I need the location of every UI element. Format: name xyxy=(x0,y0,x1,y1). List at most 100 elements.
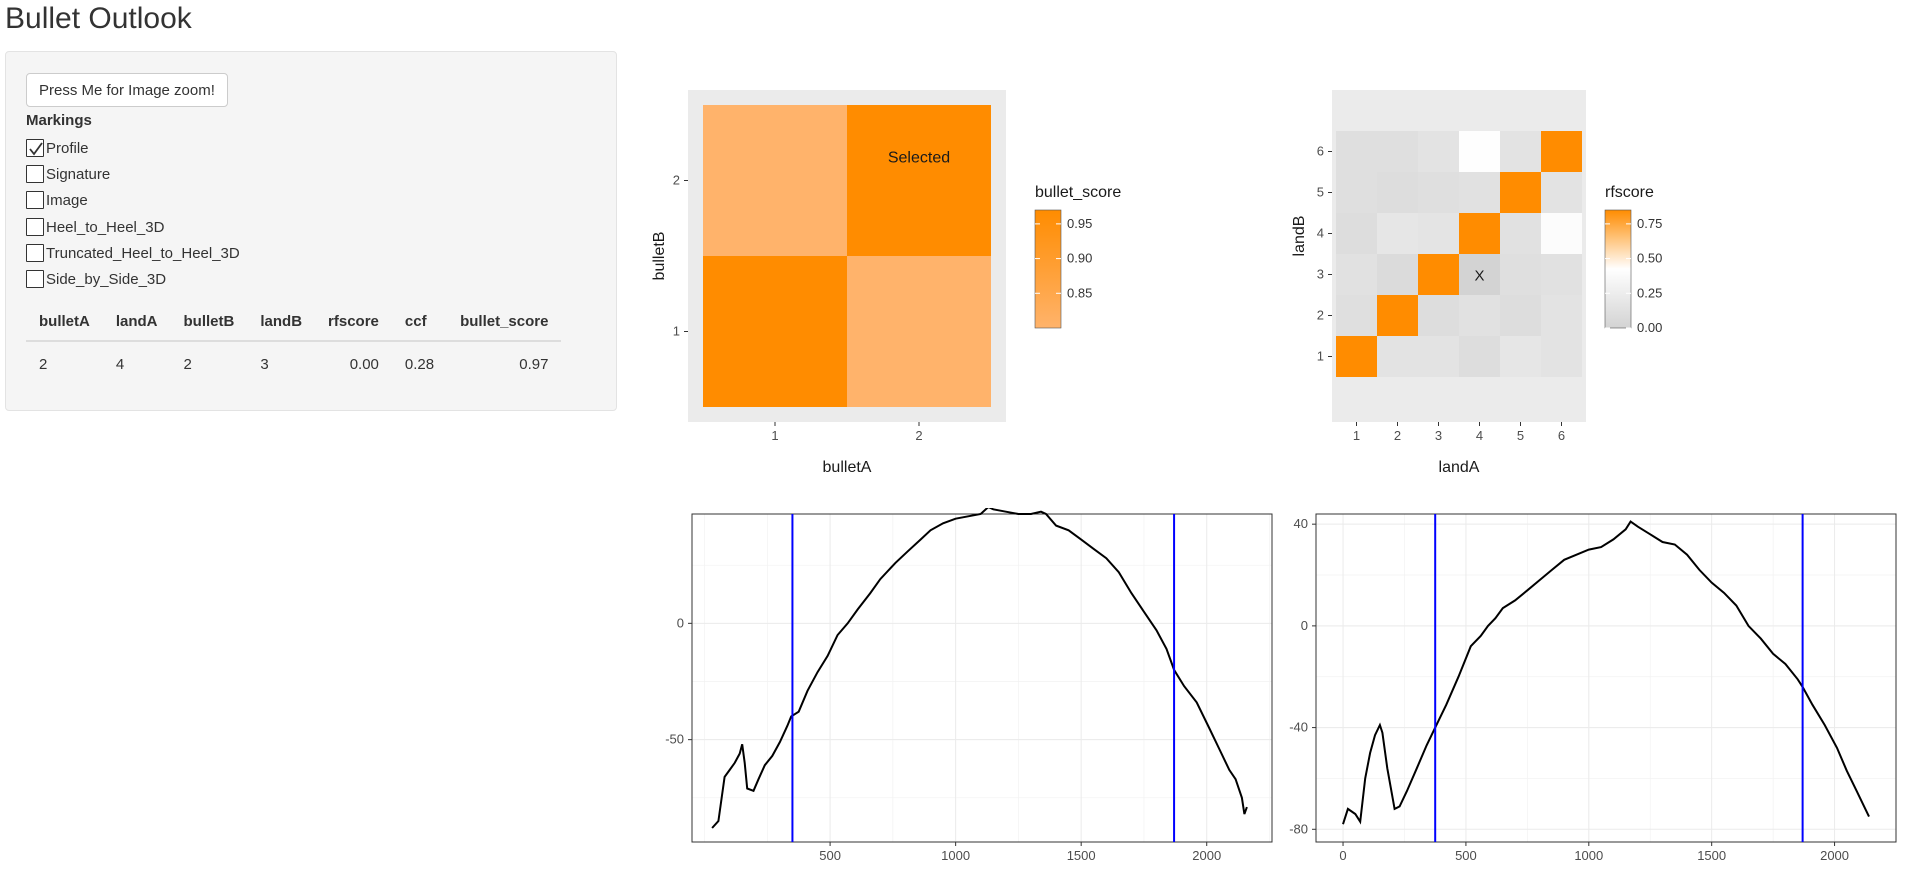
x-axis-title: landA xyxy=(1439,459,1480,476)
checkbox-label: Heel_to_Heel_3D xyxy=(46,218,165,236)
heatmap-cell xyxy=(1418,172,1459,213)
profile-plot-b[interactable]: 0 500 1000 1500 2000 40 0 -40 -80 xyxy=(1280,508,1905,870)
heatmap-cell xyxy=(1377,295,1418,336)
x-tick-label: 2000 xyxy=(1820,848,1849,863)
heatmap-cell xyxy=(1541,254,1582,295)
checkbox-label: Profile xyxy=(46,139,89,157)
heatmap-cell xyxy=(1541,295,1582,336)
table-cell: 0.28 xyxy=(404,355,435,373)
checkbox-box[interactable] xyxy=(26,191,44,209)
y-tick-label: 1 xyxy=(673,324,680,339)
checkbox-label: Truncated_Heel_to_Heel_3D xyxy=(46,244,240,262)
heatmap-cell xyxy=(1418,213,1459,254)
x-tick-label: 1000 xyxy=(941,848,970,863)
table-header-row: bulletA landA bulletB landB rfscore ccf … xyxy=(26,310,562,342)
y-tick-label: 0 xyxy=(677,615,684,630)
y-tick-label: -40 xyxy=(1289,720,1308,735)
plot-panel xyxy=(1316,514,1896,842)
heatmap-cell xyxy=(1500,336,1541,377)
image-zoom-button[interactable]: Press Me for Image zoom! xyxy=(26,73,228,107)
table-cell: 3 xyxy=(260,355,269,373)
selection-table: bulletA landA bulletB landB rfscore ccf … xyxy=(26,310,562,376)
y-tick-label: 5 xyxy=(1317,185,1324,200)
checkmark-icon xyxy=(29,142,43,156)
heatmap-cell xyxy=(1541,172,1582,213)
legend-tick-label: 0.50 xyxy=(1637,251,1662,266)
checkbox-image[interactable]: Image xyxy=(26,187,88,213)
legend-tick-label: 0.75 xyxy=(1637,216,1662,231)
heatmap-cell xyxy=(847,256,991,407)
legend-colorbar xyxy=(1034,209,1062,329)
checkbox-heel-to-heel-3d[interactable]: Heel_to_Heel_3D xyxy=(26,214,164,240)
cell-annotation: X xyxy=(1474,268,1484,285)
heatmap-cell xyxy=(1336,213,1377,254)
legend-tick-label: 0.85 xyxy=(1067,285,1092,300)
checkbox-box[interactable] xyxy=(26,270,44,288)
heatmap-cell xyxy=(1459,172,1500,213)
y-axis-title: landB xyxy=(1291,216,1308,257)
x-tick-label: 1500 xyxy=(1697,848,1726,863)
markings-label: Markings xyxy=(26,112,92,129)
heatmap-cell xyxy=(1459,254,1500,295)
y-tick-label: 2 xyxy=(673,173,680,188)
x-tick-label: 1 xyxy=(771,428,778,443)
checkbox-signature[interactable]: Signature xyxy=(26,161,110,187)
heatmap-cell xyxy=(1459,213,1500,254)
heatmap-cell xyxy=(1459,295,1500,336)
legend-title: rfscore xyxy=(1605,184,1654,201)
checkbox-label: Image xyxy=(46,191,88,209)
x-tick-label: 500 xyxy=(819,848,841,863)
heatmap-cell xyxy=(847,105,991,256)
checkbox-profile[interactable]: Profile xyxy=(26,135,89,161)
legend-tick-label: 0.25 xyxy=(1637,285,1662,300)
y-tick-label: 1 xyxy=(1317,349,1324,364)
column-header: landB xyxy=(247,310,316,342)
checkbox-side-by-side-3d[interactable]: Side_by_Side_3D xyxy=(26,266,166,292)
heatmap-cell xyxy=(1377,131,1418,172)
table-cell: 2 xyxy=(39,355,48,373)
heatmap-cell xyxy=(1500,295,1541,336)
x-tick-label: 2 xyxy=(1394,428,1401,443)
checkbox-label: Signature xyxy=(46,165,111,183)
profile-plot-a[interactable]: 500 1000 1500 2000 0 -50 xyxy=(640,508,1280,870)
checkbox-box[interactable] xyxy=(26,165,44,183)
legend-tick-label: 0.95 xyxy=(1067,216,1092,231)
heatmap-cell xyxy=(1541,336,1582,377)
checkbox-label: Side_by_Side_3D xyxy=(46,270,167,288)
heatmap-cell xyxy=(1500,254,1541,295)
x-tick-label: 5 xyxy=(1517,428,1524,443)
column-header: bullet_score xyxy=(447,310,562,342)
legend-colorbar xyxy=(1604,209,1632,329)
x-axis-title: bulletA xyxy=(823,459,872,476)
y-tick-label: 2 xyxy=(1317,308,1324,323)
checkbox-truncated-heel-to-heel-3d[interactable]: Truncated_Heel_to_Heel_3D xyxy=(26,240,240,266)
legend-tick-label: 0.90 xyxy=(1067,251,1092,266)
checkbox-box[interactable] xyxy=(26,218,44,236)
checkbox-box[interactable] xyxy=(26,139,44,157)
table-cell: 4 xyxy=(115,355,125,373)
heatmap-cell xyxy=(1459,131,1500,172)
column-header: bulletA xyxy=(26,310,103,342)
column-header: ccf xyxy=(391,310,448,342)
table-cell: 0.00 xyxy=(349,355,379,373)
bullet-score-heatmap[interactable]: 1 2 1 2 Selected bulletA bulletB bullet_score 0.… xyxy=(640,85,1160,485)
checkbox-box[interactable] xyxy=(26,244,44,262)
heatmap-cell xyxy=(1500,213,1541,254)
heatmap-cell xyxy=(1418,131,1459,172)
heatmap-cell xyxy=(1500,131,1541,172)
y-tick-label: 3 xyxy=(1317,267,1324,282)
heatmap-cell xyxy=(1459,336,1500,377)
heatmap-cell xyxy=(1377,254,1418,295)
y-tick-label: -80 xyxy=(1289,821,1308,836)
y-tick-label: 40 xyxy=(1294,516,1308,531)
x-tick-label: 4 xyxy=(1476,428,1483,443)
heatmap-cell xyxy=(1418,336,1459,377)
table-row: 2 4 2 3 0.00 0.28 0.97 xyxy=(26,341,561,376)
x-tick-label: 6 xyxy=(1558,428,1565,443)
legend-tick-label: 0.00 xyxy=(1637,320,1662,335)
x-tick-label: 0 xyxy=(1339,848,1346,863)
y-tick-label: 4 xyxy=(1317,226,1324,241)
heatmap-cell xyxy=(703,256,847,407)
y-tick-label: 0 xyxy=(1301,618,1308,633)
